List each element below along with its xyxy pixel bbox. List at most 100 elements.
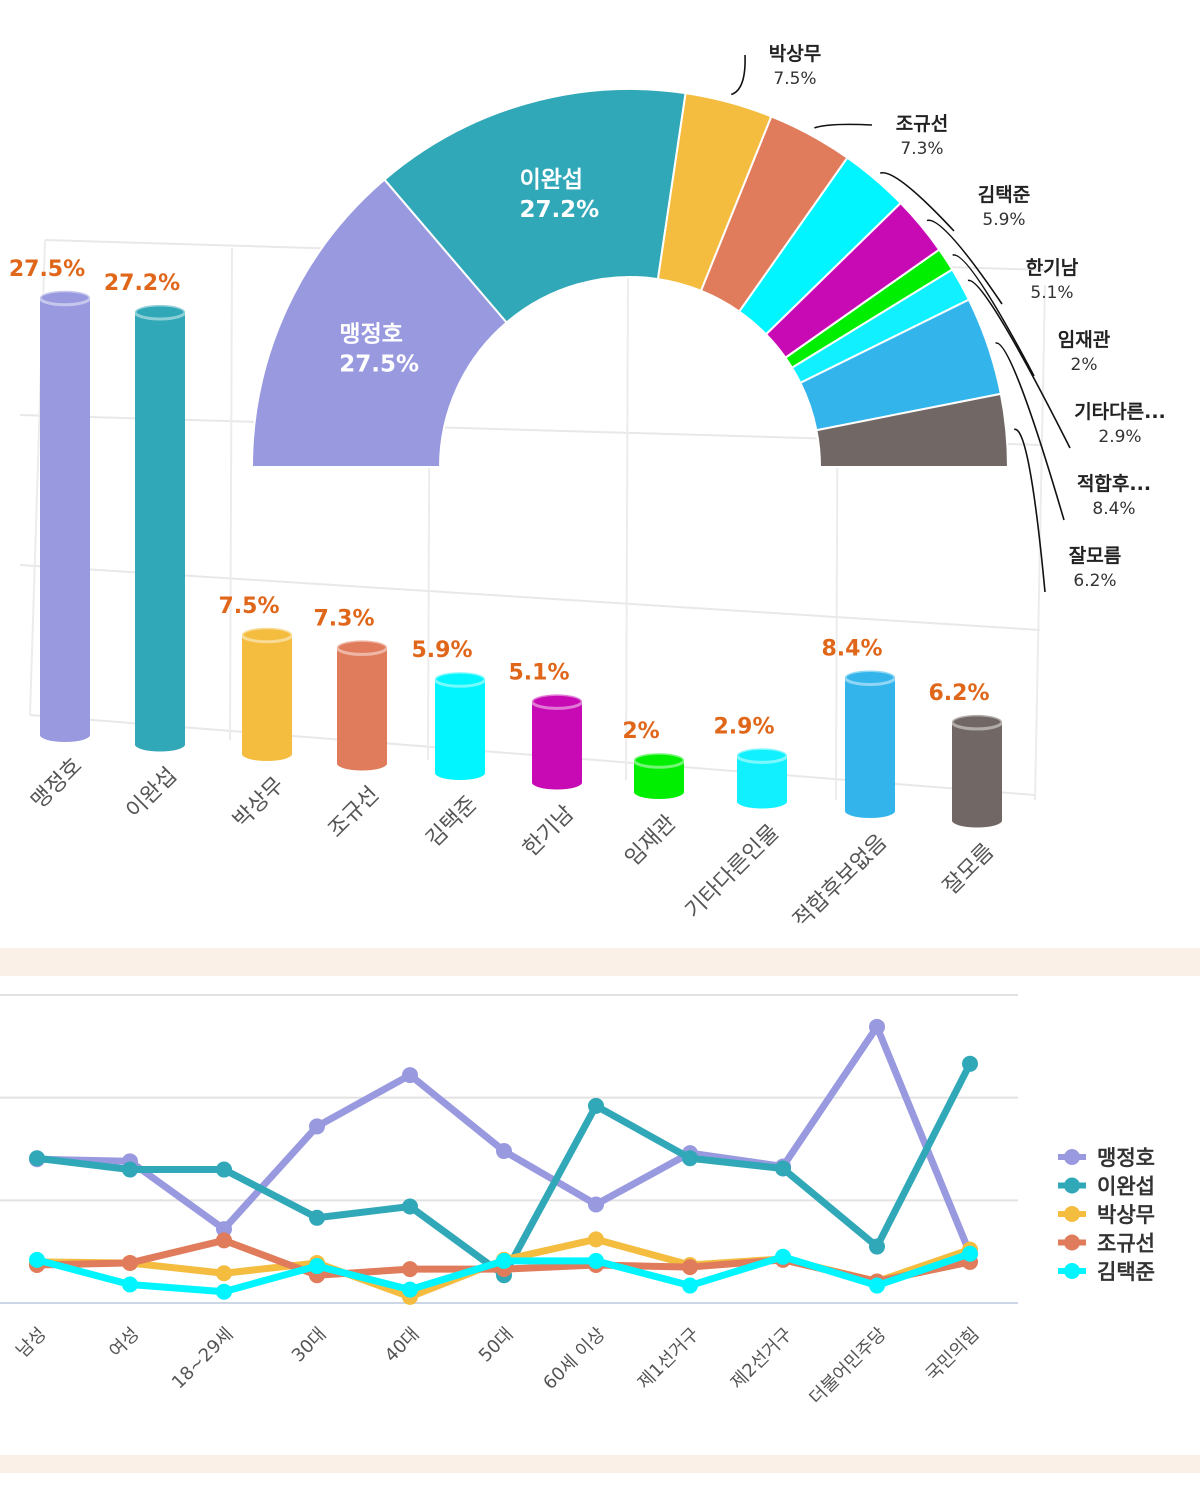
callout-label: 적합후... [1077,473,1151,495]
bar-bottom [337,756,387,771]
bar-top [433,670,487,688]
gridline [19,564,1041,631]
bar-body [952,721,1002,821]
data-point [962,1245,978,1262]
legend-item: 박상무 [1058,1203,1155,1227]
bar-value-label: 27.2% [104,271,180,296]
bar-value-label: 8.4% [821,636,882,661]
bar-value-label: 2% [622,719,659,744]
bar-bottom [135,737,185,752]
bar-body [242,634,292,754]
slice-value: 27.2% [519,197,599,223]
bar-8: 2.9% 기타다른인물 [681,714,789,924]
legend-marker [1064,1149,1080,1165]
series-맹정호 [29,1018,978,1262]
separator-band-bottom [0,1455,1200,1473]
bar-bottom [435,766,485,780]
x-tick-label: 50대 [475,1324,518,1367]
data-point [869,1018,885,1035]
data-point [588,1196,604,1213]
callout-value: 2.9% [1098,427,1141,447]
callout-label: 한기남 [1026,257,1079,279]
bar-body [532,701,582,783]
x-tick-label: 30대 [288,1324,331,1367]
bar-bottom [532,775,582,790]
bar-9: 8.4% 적합후보없음 [789,636,897,933]
x-tick-label: 더불어민주당 [805,1324,890,1409]
legend-label: 맹정호 [1097,1146,1155,1170]
bar-category-label: 김택준 [422,792,483,853]
data-point [775,1160,791,1177]
bar-7: 2% 임재관 [621,719,686,872]
legend-label: 박상무 [1097,1203,1155,1227]
x-tick-label: 국민의힘 [922,1324,984,1386]
data-point [309,1209,325,1226]
bar-value-label: 7.3% [313,606,374,631]
callout-value: 6.2% [1073,571,1116,591]
callout-label: 임재관 [1058,329,1111,351]
data-point [309,1118,325,1135]
bar-category-label: 박상무 [229,773,290,834]
bar-body [337,647,387,764]
callout-value: 7.3% [900,139,943,159]
data-point [29,1150,45,1167]
legend-marker [1064,1206,1080,1222]
callout-line [814,123,873,129]
bar-top [950,713,1004,731]
data-point [29,1251,45,1268]
bar-category-label: 잘모름 [939,839,1000,900]
data-point [682,1150,698,1167]
callout-line [967,279,1071,449]
data-point [496,1252,512,1269]
callout-label: 김택준 [978,184,1030,206]
donut-slice-1 [250,178,509,468]
bar-bottom [737,794,787,809]
data-point [496,1143,512,1160]
callout-line [952,254,1035,377]
x-tick-label: 제1선거구 [634,1324,704,1394]
bar-category-label: 조규선 [324,782,385,843]
data-point [682,1259,698,1276]
bar-top [530,692,584,710]
legend-marker [1064,1263,1080,1279]
bar-body [845,677,895,811]
data-point [402,1261,418,1278]
bar-5: 5.9% 김택준 [411,638,487,853]
bar-category-label: 임재관 [621,811,682,872]
legend-label: 이완섭 [1097,1175,1155,1199]
data-point [122,1161,138,1178]
bar-bottom [634,785,684,799]
callout-value: 2% [1071,355,1098,375]
bar-category-label: 맹정호 [27,754,88,815]
data-point [122,1276,138,1293]
slice-label: 이완섭 [520,167,583,193]
callout-label: 조규선 [896,113,948,135]
callout-line [1013,428,1046,593]
x-tick-label: 40대 [381,1324,424,1367]
callout-line [879,171,955,232]
callout-label: 잘모름 [1069,545,1121,567]
bar-body [135,312,185,745]
data-point [402,1067,418,1084]
callout-value: 5.1% [1030,283,1073,303]
bar-bottom [40,728,90,742]
bar-1: 27.5% 맹정호 [9,257,92,815]
bar-value-label: 2.9% [713,714,774,739]
bar-6: 5.1% 한기남 [508,660,584,862]
bar-top [843,668,897,686]
bar-top [240,626,294,644]
legend-marker [1064,1177,1080,1194]
bar-value-label: 7.5% [218,594,279,619]
callout-label: 기타다른... [1074,401,1166,423]
data-point [216,1161,232,1178]
bar-10: 6.2% 잘모름 [928,681,1004,900]
legend-item: 조규선 [1058,1232,1155,1256]
data-point [962,1055,978,1072]
semi-donut-chart: 맹정호 27.5% 이완섭 27.2% 박상무 7.5% 조규선 7.3% 김택준 5.9% 한기남… [250,43,1166,593]
series-김택준 [29,1245,978,1300]
bar-value-label: 6.2% [928,681,989,706]
callout-line [995,342,1065,521]
bar-bottom [845,804,895,818]
data-point [216,1232,232,1249]
